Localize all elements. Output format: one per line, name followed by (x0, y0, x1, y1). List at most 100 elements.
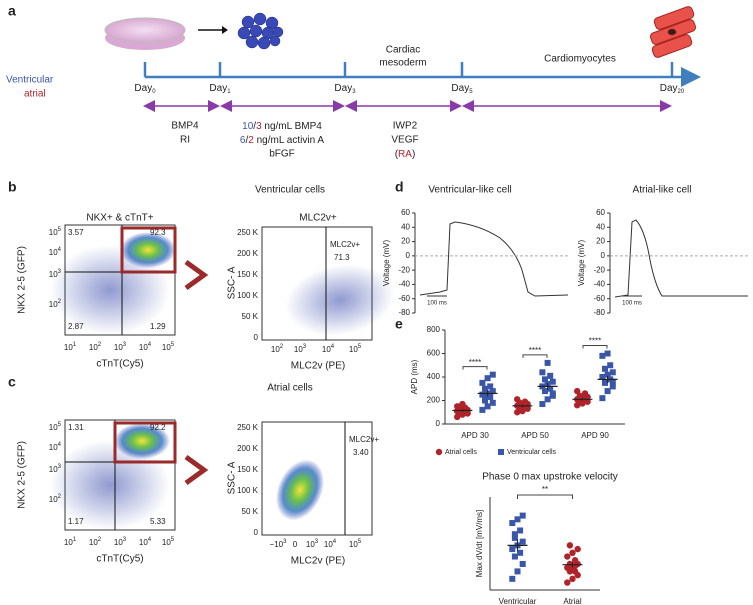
point (604, 388, 611, 395)
point (489, 388, 496, 395)
t: 5 (58, 422, 62, 428)
point (519, 538, 526, 545)
point (514, 396, 521, 403)
point (547, 372, 554, 379)
tick-label: 102 (49, 299, 62, 310)
point (519, 407, 526, 415)
t: 20 (678, 89, 685, 95)
axis-label: NKX 2-5 (GFP) (17, 246, 28, 314)
t: 10 (242, 121, 254, 132)
point (566, 542, 574, 549)
tick-label: 800 (427, 325, 441, 334)
t: 10 (49, 495, 58, 504)
tick-label: 150 K (237, 465, 259, 474)
tick-label: 103 (49, 269, 62, 280)
bracket (517, 494, 573, 499)
x-tick-label: Ventricular (499, 597, 537, 605)
tick-label: -20 (593, 265, 605, 274)
tick-label: -60 (593, 294, 605, 303)
axis-label: APD (ms) (410, 359, 419, 394)
tick-label: 200 K (237, 444, 259, 453)
point (487, 393, 494, 400)
point (524, 403, 531, 411)
t: 10 (322, 345, 331, 354)
panel-label: c (8, 374, 16, 390)
t: 4 (148, 342, 152, 348)
gate-box (120, 226, 177, 274)
tick-label: 105 (49, 227, 62, 238)
point (599, 374, 606, 380)
point (539, 369, 546, 376)
point (599, 352, 606, 359)
point (489, 399, 496, 406)
point (517, 549, 524, 556)
point (514, 568, 521, 575)
tick-label: 105 (349, 539, 362, 550)
plot-title: MLC2v+ (299, 213, 337, 224)
point (599, 395, 606, 402)
t: 2 (58, 299, 62, 305)
point (511, 534, 518, 541)
medium: bFGF (269, 149, 295, 160)
point (604, 350, 611, 357)
gate-value: 3.40 (353, 448, 369, 457)
tick-label: 105 (49, 422, 62, 433)
t: 2 (98, 342, 102, 348)
quadrant-value: 3.57 (68, 228, 84, 237)
stage: Cardiomyocytes (544, 54, 616, 65)
medium: 6/2 ng/mL activin A (240, 135, 324, 146)
t: 5 (358, 539, 362, 545)
bracket (582, 345, 608, 349)
point (517, 527, 524, 534)
significance: **** (469, 358, 481, 367)
legend-label: Atrial cells (445, 449, 477, 456)
point (604, 371, 611, 378)
point (607, 362, 614, 369)
t: 10 (114, 538, 123, 547)
tick-label: 101 (64, 342, 77, 353)
t: 10 (349, 540, 358, 549)
axis-label: Max dV/dt [mV/ms] (475, 510, 484, 578)
t: 10 (49, 423, 58, 432)
t: Day (451, 83, 469, 94)
cardiomyocytes (649, 6, 697, 58)
point (609, 369, 616, 376)
medium: VEGF (391, 135, 418, 146)
panel-title: Ventricular cells (255, 185, 325, 196)
tick-label: 600 (427, 349, 441, 358)
quadrant-value: 5.33 (150, 517, 166, 526)
quadrant-value: 92.2 (150, 423, 166, 432)
arrow (184, 454, 209, 486)
quadrant-value: 92.3 (150, 228, 166, 237)
t: Day (134, 83, 152, 94)
quadrant-value: 1.17 (68, 517, 84, 526)
day-label: Day3 (334, 83, 356, 95)
tick-label: 104 (49, 247, 62, 258)
point (544, 396, 551, 403)
point (509, 520, 516, 527)
t: 1 (227, 89, 231, 95)
t: 2 (58, 494, 62, 500)
axis-label: NKX 2-5 (GFP) (17, 441, 28, 509)
tick-label: 0 (293, 540, 298, 549)
tick-label: 105 (162, 537, 175, 548)
point (566, 560, 574, 568)
t: 10 (294, 345, 303, 354)
quadrant-value: 1.31 (68, 423, 84, 432)
point (482, 385, 488, 392)
point (511, 553, 518, 560)
point (511, 531, 518, 538)
t: 4 (333, 539, 337, 545)
tick-label: 104 (322, 344, 335, 355)
tick-label: 40 (401, 222, 410, 231)
t: 3 (123, 342, 127, 348)
point (581, 390, 589, 397)
point (509, 575, 516, 582)
t: 10 (49, 270, 58, 279)
t: 10 (271, 345, 280, 354)
t: 10 (49, 443, 58, 452)
stage: mesoderm (379, 58, 426, 69)
quadrant-value: 2.87 (68, 322, 84, 331)
point (464, 409, 471, 417)
